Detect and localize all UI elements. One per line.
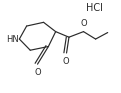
Text: O: O bbox=[81, 19, 87, 28]
Text: HCl: HCl bbox=[86, 3, 103, 13]
Text: HN: HN bbox=[6, 35, 19, 44]
Text: O: O bbox=[62, 57, 69, 66]
Text: O: O bbox=[34, 68, 41, 77]
